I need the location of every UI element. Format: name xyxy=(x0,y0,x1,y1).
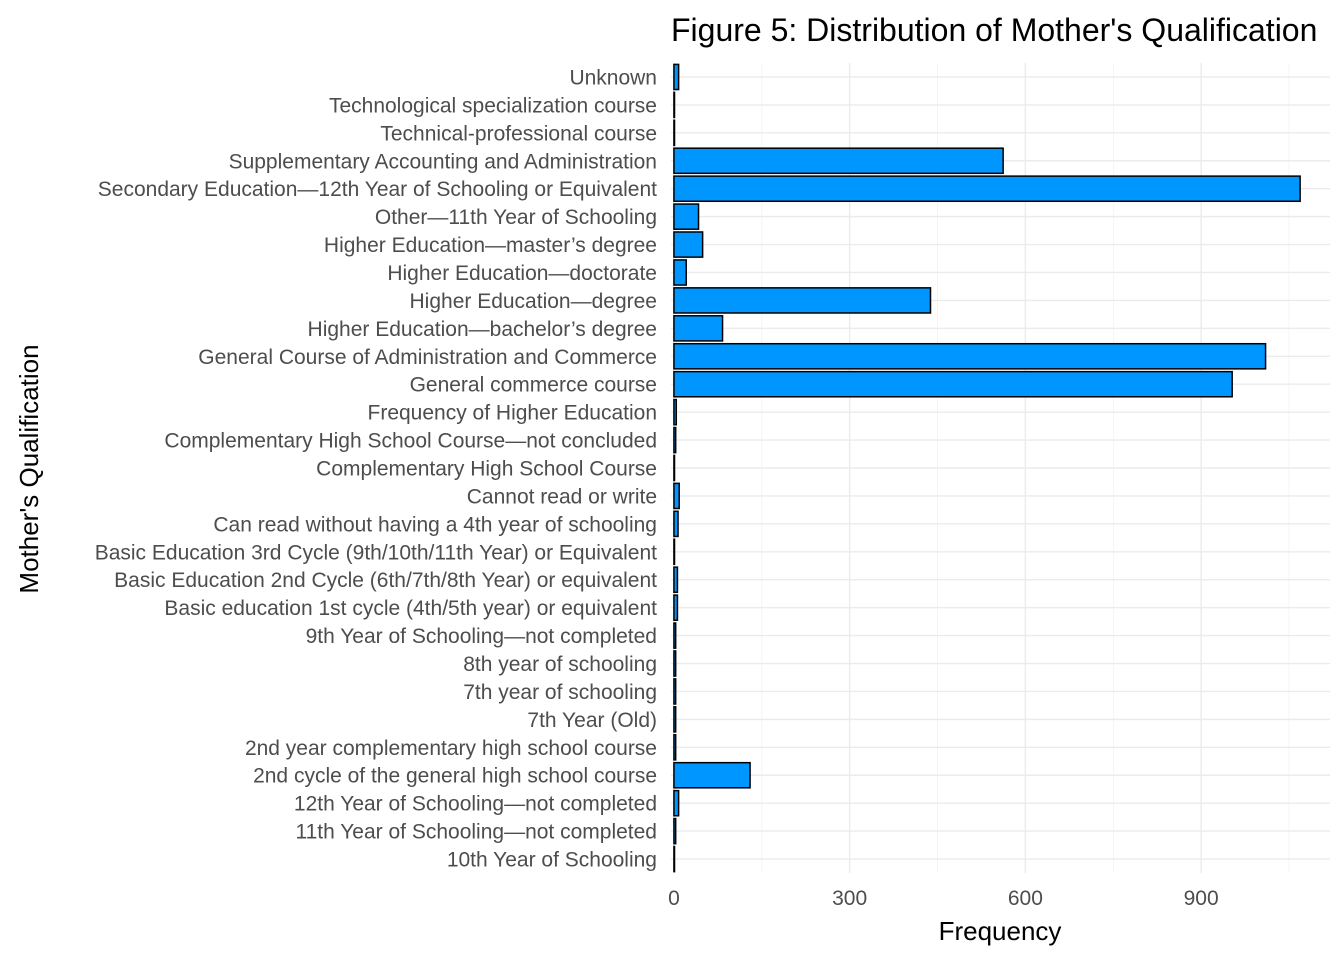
y-tick-label: General commerce course xyxy=(410,374,657,397)
x-axis-title: Frequency xyxy=(939,916,1062,946)
y-tick-label: Higher Education—degree xyxy=(410,290,658,313)
bar xyxy=(673,398,678,426)
bar xyxy=(673,119,676,147)
bar xyxy=(673,91,676,119)
bar xyxy=(673,426,677,454)
y-tick-label: 7th Year (Old) xyxy=(527,709,657,732)
y-tick-labels: 10th Year of Schooling 11th Year of Schoo… xyxy=(95,66,657,871)
y-tick-label: 9th Year of Schooling—not completed xyxy=(306,625,657,648)
bar xyxy=(673,203,700,230)
x-tick-label: 900 xyxy=(1184,887,1219,910)
y-tick-label: 7th year of schooling xyxy=(463,681,657,704)
bar xyxy=(673,315,724,342)
y-tick-label: General Course of Administration and Com… xyxy=(198,346,657,369)
y-tick-label: 2nd year complementary high school cours… xyxy=(245,737,657,760)
bar xyxy=(673,510,679,538)
y-tick-label: Higher Education—bachelor’s degree xyxy=(308,318,657,341)
x-tick-labels: 0 300 600 900 xyxy=(668,887,1219,910)
y-tick-label: Basic education 1st cycle (4th/5th year)… xyxy=(164,597,657,620)
y-tick-label: Secondary Education—12th Year of Schooli… xyxy=(98,178,657,201)
y-tick-label: Complementary High School Course xyxy=(316,458,657,481)
y-tick-label: 8th year of schooling xyxy=(463,653,657,676)
y-tick-label: Supplementary Accounting and Administrat… xyxy=(229,150,657,173)
bar xyxy=(673,231,704,258)
x-tick-label: 0 xyxy=(668,887,680,910)
bar xyxy=(673,678,677,705)
bar xyxy=(673,845,676,873)
y-tick-label: Other—11th Year of Schooling xyxy=(375,206,657,229)
y-tick-label: Basic Education 2nd Cycle (6th/7th/8th Y… xyxy=(114,569,657,592)
bar xyxy=(673,370,1233,398)
y-tick-label: Frequency of Higher Education xyxy=(368,402,658,425)
y-tick-label: Technological specialization course xyxy=(329,94,657,117)
y-tick-label: Technical-professional course xyxy=(380,122,657,145)
x-tick-label: 300 xyxy=(832,887,867,910)
bar xyxy=(673,482,680,510)
bar xyxy=(673,706,677,733)
y-tick-label: 10th Year of Schooling xyxy=(447,849,657,872)
bar xyxy=(673,761,751,789)
y-tick-label: Cannot read or write xyxy=(467,485,657,508)
y-tick-label: Can read without having a 4th year of sc… xyxy=(213,513,657,536)
y-axis-title: Mother's Qualification xyxy=(14,344,44,593)
y-tick-label: 11th Year of Schooling—not completed xyxy=(295,821,657,844)
y-tick-label: Higher Education—master’s degree xyxy=(324,234,657,257)
bar-layer xyxy=(673,63,1301,873)
bar xyxy=(673,733,677,761)
bar xyxy=(673,817,677,845)
bar xyxy=(673,259,687,286)
y-tick-label: Complementary High School Course—not con… xyxy=(164,430,657,453)
x-tick-label: 600 xyxy=(1008,887,1043,910)
bar xyxy=(673,454,676,482)
bar xyxy=(673,287,932,314)
chart-title: Figure 5: Distribution of Mother's Quali… xyxy=(671,12,1317,48)
bar xyxy=(673,342,1267,370)
bar xyxy=(673,538,676,566)
bar xyxy=(673,622,677,649)
bar xyxy=(673,566,679,594)
bar xyxy=(673,175,1301,203)
y-tick-label: 2nd cycle of the general high school cou… xyxy=(253,765,657,788)
y-tick-label: 12th Year of Schooling—not completed xyxy=(294,793,657,816)
bar xyxy=(673,63,680,91)
bar xyxy=(673,789,680,817)
y-tick-label: Unknown xyxy=(569,66,657,89)
y-tick-label: Higher Education—doctorate xyxy=(387,262,657,285)
bar xyxy=(673,594,679,621)
y-tick-label: Basic Education 3rd Cycle (9th/10th/11th… xyxy=(95,541,657,564)
bar xyxy=(673,147,1004,175)
bar xyxy=(673,650,677,677)
